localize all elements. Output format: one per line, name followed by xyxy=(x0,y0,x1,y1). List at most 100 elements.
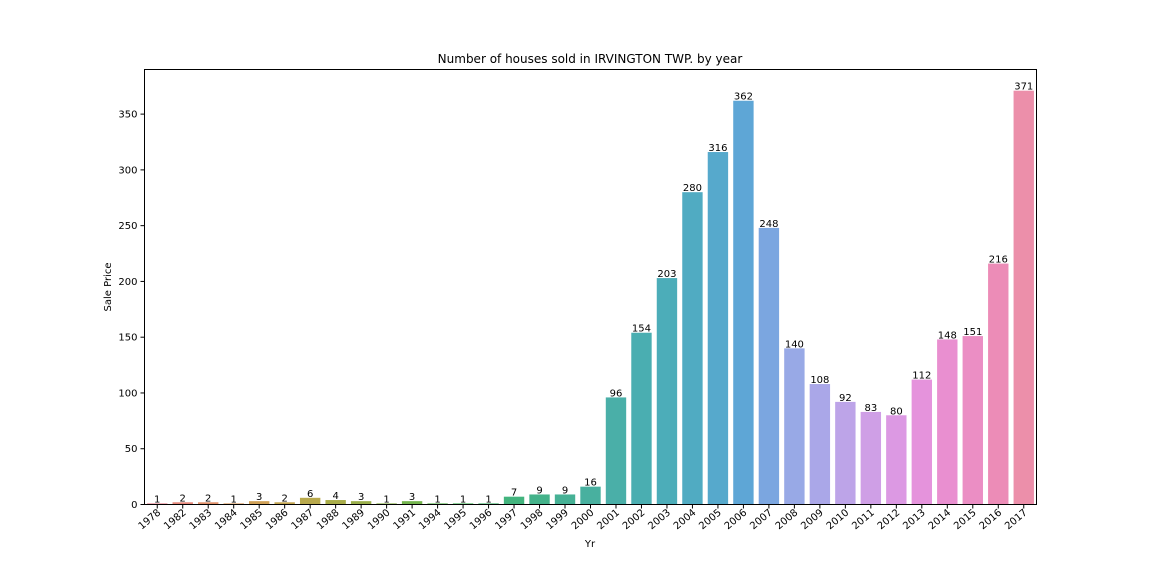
bar-1984 xyxy=(223,503,244,505)
bar-2009 xyxy=(809,384,831,505)
data-label-1998: 9 xyxy=(536,485,542,496)
y-axis-ticks: 0 50 100 150 200 250 300 350 xyxy=(118,110,145,511)
bar-1994 xyxy=(427,503,448,505)
data-label-2000: 16 xyxy=(584,478,597,489)
x-tick-label-1988: 1988 xyxy=(315,507,342,532)
data-label-1978: 1 xyxy=(154,494,160,505)
data-label-1996: 1 xyxy=(485,494,491,505)
data-labels-layer: 1 2 2 1 3 2 6 4 3 1 3 1 1 1 7 9 9 16 96 154 203 280 316 362 248 1… xyxy=(154,82,1033,506)
data-label-1986: 2 xyxy=(281,493,287,504)
y-tick-label-350: 350 xyxy=(118,110,137,121)
data-label-1982: 2 xyxy=(180,493,186,504)
data-label-2002: 154 xyxy=(632,324,651,335)
bar-1986 xyxy=(274,502,295,505)
x-tick-label-2011: 2011 xyxy=(850,507,877,532)
x-tick-label-1984: 1984 xyxy=(213,507,240,532)
data-label-1984: 1 xyxy=(231,494,237,505)
x-tick-label-2006: 2006 xyxy=(723,507,750,532)
bar-1995 xyxy=(452,503,474,505)
bar-2001 xyxy=(605,397,627,505)
x-tick-label-1997: 1997 xyxy=(493,507,520,532)
data-label-1999: 9 xyxy=(562,485,568,496)
data-label-1983: 2 xyxy=(205,493,211,504)
x-axis-label: Yr xyxy=(584,539,596,550)
x-tick-label-1998: 1998 xyxy=(519,507,546,532)
y-tick-label-0: 0 xyxy=(131,500,137,511)
x-tick-label-2010: 2010 xyxy=(825,507,852,532)
bar-1978 xyxy=(147,503,168,505)
bar-2005 xyxy=(707,152,729,505)
bar-2007 xyxy=(758,227,780,505)
bar-1989 xyxy=(350,501,372,505)
data-label-2016: 216 xyxy=(989,255,1008,266)
plot-frame xyxy=(144,69,1037,505)
data-label-1985: 3 xyxy=(256,492,262,503)
bar-2000 xyxy=(580,486,601,505)
data-label-2006: 362 xyxy=(734,92,753,103)
bar-2003 xyxy=(656,278,678,505)
data-label-2003: 203 xyxy=(657,269,676,280)
x-tick-label-2013: 2013 xyxy=(901,507,928,532)
bar-2016 xyxy=(988,263,1009,505)
chart-title: Number of houses sold in IRVINGTON TWP. … xyxy=(438,52,743,66)
bar-1996 xyxy=(478,503,499,505)
bar-1991 xyxy=(401,501,423,505)
data-label-2015: 151 xyxy=(963,327,982,338)
data-label-1995: 1 xyxy=(460,494,466,505)
data-label-2012: 80 xyxy=(890,406,903,417)
bar-2014 xyxy=(937,339,958,505)
x-tick-label-1978: 1978 xyxy=(137,507,164,532)
y-axis-label: Sale Price xyxy=(103,263,114,312)
data-label-2014: 148 xyxy=(938,330,957,341)
x-tick-label-1999: 1999 xyxy=(544,507,571,532)
x-tick-label-1996: 1996 xyxy=(468,507,495,532)
x-tick-label-2005: 2005 xyxy=(697,507,724,532)
x-tick-label-1986: 1986 xyxy=(264,507,291,532)
data-label-2011: 83 xyxy=(864,403,877,414)
data-label-2017: 371 xyxy=(1014,82,1033,93)
x-tick-label-2003: 2003 xyxy=(646,507,673,532)
x-tick-label-1994: 1994 xyxy=(417,507,444,532)
x-tick-label-2012: 2012 xyxy=(876,507,903,532)
x-tick-label-2009: 2009 xyxy=(799,507,826,532)
bar-1987 xyxy=(299,497,321,505)
x-tick-label-1991: 1991 xyxy=(391,507,418,532)
data-label-2008: 140 xyxy=(785,339,804,350)
bar-1982 xyxy=(172,502,193,505)
bar-1997 xyxy=(503,496,525,505)
bar-2013 xyxy=(911,379,933,505)
x-tick-label-2008: 2008 xyxy=(774,507,801,532)
bar-1983 xyxy=(198,502,219,505)
bar-2017 xyxy=(1013,90,1034,505)
y-tick-label-50: 50 xyxy=(125,444,138,455)
data-label-1989: 3 xyxy=(358,492,364,503)
x-tick-label-1989: 1989 xyxy=(340,507,367,532)
bar-2002 xyxy=(631,332,652,505)
x-tick-label-1987: 1987 xyxy=(290,507,317,532)
data-label-2005: 316 xyxy=(708,143,727,154)
x-tick-label-1985: 1985 xyxy=(239,507,266,532)
bar-1998 xyxy=(529,494,550,505)
bar-1985 xyxy=(248,501,270,505)
x-tick-label-2001: 2001 xyxy=(595,507,622,532)
x-tick-label-2016: 2016 xyxy=(978,507,1005,532)
x-tick-label-2017: 2017 xyxy=(1003,507,1030,532)
y-tick-label-250: 250 xyxy=(118,221,137,232)
bar-2011 xyxy=(860,411,882,505)
data-label-1990: 1 xyxy=(383,494,389,505)
data-label-2004: 280 xyxy=(683,183,702,194)
x-tick-label-2007: 2007 xyxy=(748,507,775,532)
data-label-2007: 248 xyxy=(759,219,778,230)
y-tick-label-200: 200 xyxy=(118,277,137,288)
bar-1988 xyxy=(325,500,346,505)
data-label-1991: 3 xyxy=(409,492,415,503)
bar-1999 xyxy=(554,494,576,505)
bar-2015 xyxy=(962,336,983,505)
x-tick-label-2014: 2014 xyxy=(927,507,954,532)
data-label-1997: 7 xyxy=(511,488,517,499)
data-label-1994: 1 xyxy=(434,494,440,505)
bars-layer xyxy=(147,90,1034,505)
x-tick-label-1982: 1982 xyxy=(162,507,189,532)
